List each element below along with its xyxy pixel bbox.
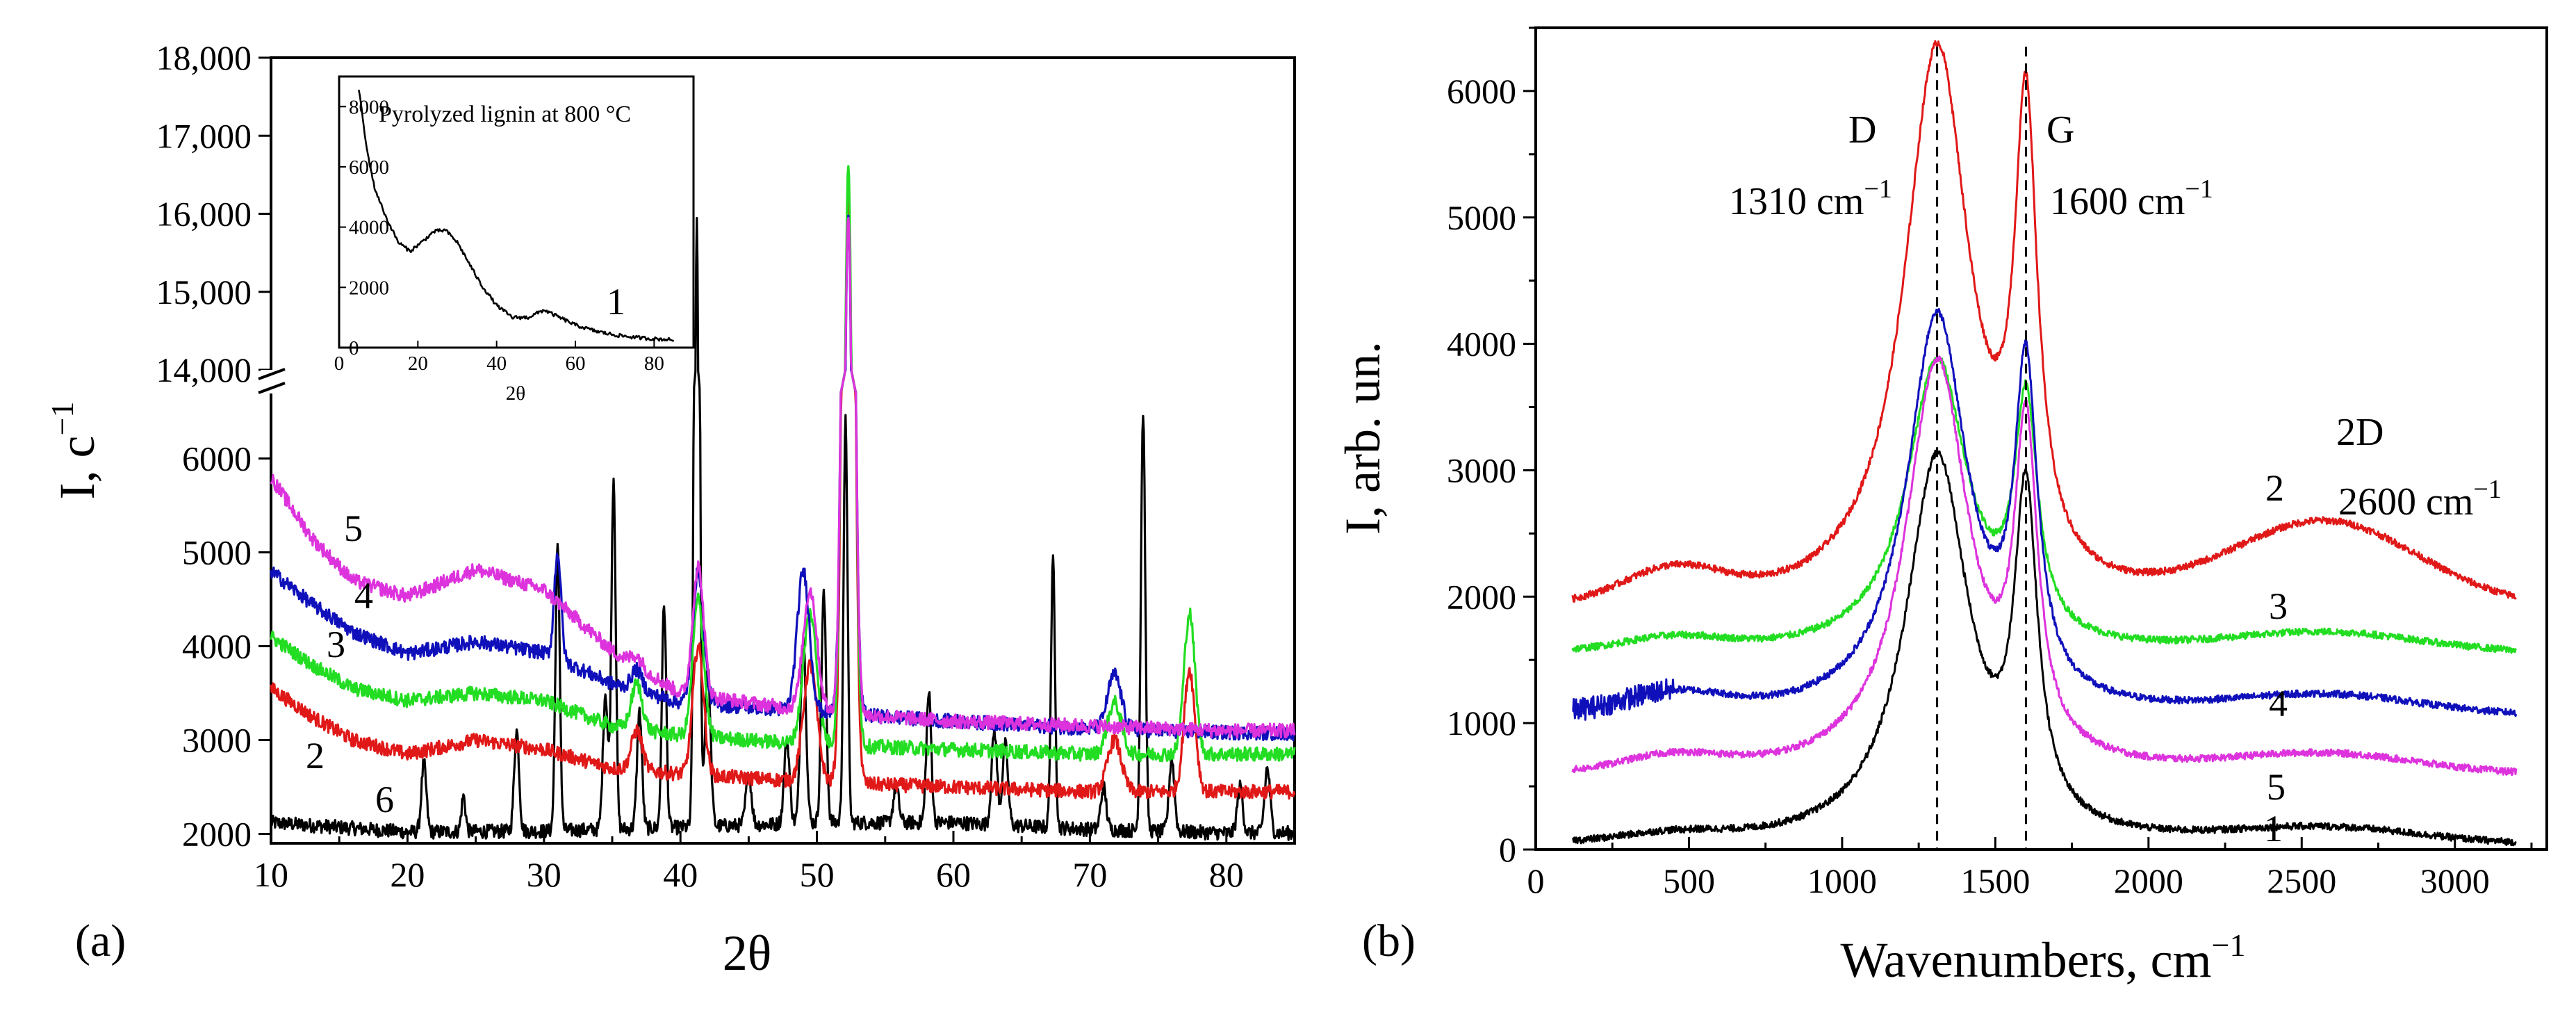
panel-b: 0 500 1000 1500 2000 2500 3000 0 1000 2000 3000 400… [1335, 26, 2548, 988]
panel-a-x-tick-label: 30 [527, 855, 561, 894]
panel-a-y-tick-label: 14,000 [156, 350, 252, 389]
panel-a-curve-label-2: 2 [306, 735, 325, 777]
panel-a-series-6 [270, 217, 1296, 841]
peak-label-2D: 2D [2336, 411, 2384, 454]
panel-b-label: (b) [1362, 916, 1416, 966]
panel-b-x-tick-label: 3000 [2420, 861, 2490, 900]
panel-b-series-5 [1571, 354, 2518, 777]
panel-b-curve-label-2: 2 [2265, 467, 2284, 509]
panel-b-x-tick-label: 2500 [2267, 861, 2336, 900]
panel-a-x-tick-label: 40 [663, 855, 698, 894]
panel-b-annotations: D 1310 cm−1 G 1600 cm−1 2D 2600 cm−1 2 3 4 51 [1729, 47, 2502, 850]
panel-a-x-tick-label: 10 [254, 855, 288, 894]
panel-b-y-tick-label: 2000 [1447, 577, 1516, 616]
panel-a-y-title-sup: −1 [44, 402, 80, 436]
inset-frame [338, 75, 695, 349]
inset-x-title: 2θ [506, 382, 525, 405]
inset-content: 0 20 40 60 80 0 2000 4000 6000 8000 [334, 89, 675, 375]
panel-b-series-2 [1571, 40, 2517, 603]
panel-a-x-tick-label: 20 [390, 855, 425, 894]
panel-b-curve-label-4: 4 [2269, 683, 2288, 724]
panel-b-series-1 [1571, 449, 2517, 847]
panel-a-curve-label-3: 3 [327, 624, 345, 665]
panel-b-y-tick-label: 1000 [1447, 704, 1516, 742]
panel-a-y-tick-label: 18,000 [156, 38, 252, 77]
panel-a-plot-frame [270, 56, 1296, 845]
inset-x-tick-label: 0 [334, 352, 345, 375]
panel-b-curve-label-1: 1 [2264, 808, 2283, 850]
panel-a-y-tick-label: 16,000 [156, 195, 252, 234]
svg-text:I, c−1: I, c−1 [44, 402, 105, 500]
panel-b-y-tick-label: 4000 [1447, 325, 1516, 364]
panel-b-series-group [1571, 40, 2518, 847]
panel-a: 10 20 30 40 50 60 70 802000300040005000600014,0… [44, 38, 1296, 981]
panel-a-x-title: 2θ [723, 925, 772, 981]
panel-a-axes: 10 20 30 40 50 60 70 802000300040005000600014,0… [156, 38, 1296, 894]
inset-y-tick-label: 6000 [349, 156, 389, 179]
axis-break-mark-lower [258, 382, 286, 394]
panel-b-x-tick-label: 500 [1663, 861, 1715, 900]
inset-series-label: 1 [607, 281, 625, 323]
panel-a-y-tick-label: 15,000 [156, 273, 252, 311]
inset-y-tick-label: 2000 [349, 277, 389, 299]
panel-a-x-tick-label: 70 [1072, 855, 1107, 894]
panel-a-label: (a) [75, 916, 126, 966]
panel-a-y-tick-label: 5000 [182, 533, 252, 572]
panel-b-x-tick-label: 0 [1527, 861, 1545, 900]
panel-a-series-5 [270, 216, 1296, 739]
panel-a-series-group [270, 165, 1296, 841]
peak-value-D: 1310 cm−1 [1729, 174, 1892, 223]
panel-a-x-tick-label: 50 [800, 855, 835, 894]
peak-label-G: G [2046, 108, 2074, 152]
panel-a-y-tick-label: 6000 [182, 439, 252, 478]
inset-y-tick-label: 8000 [349, 96, 389, 118]
panel-a-y-tick-label: 3000 [182, 721, 252, 760]
inset-title: Pyrolyzed lignin at 800 °C [379, 102, 631, 127]
panel-b-y-tick-label: 6000 [1447, 72, 1516, 111]
panel-b-axes: 0 500 1000 1500 2000 2500 3000 0 1000 2000 3000 400… [1447, 26, 2533, 900]
inset-x-tick-label: 60 [566, 352, 586, 375]
inset-chart: 0 20 40 60 80 0 2000 4000 6000 8000 Pyrolyzed lig… [334, 75, 695, 405]
inset-x-tick-label: 40 [486, 352, 507, 375]
inset-x-tick-label: 80 [644, 352, 664, 375]
panel-b-series-4 [1572, 308, 2518, 721]
inset-y-tick-label: 0 [349, 337, 359, 359]
panel-a-x-tick-label: 80 [1209, 855, 1244, 894]
peak-label-D: D [1848, 108, 1876, 152]
panel-b-curve-label-5: 5 [2267, 766, 2286, 808]
panel-b-x-tick-label: 2000 [2114, 861, 2183, 900]
inset-series-1 [358, 89, 675, 342]
panel-a-y-tick-label: 2000 [182, 815, 252, 854]
panel-b-y-tick-label: 5000 [1447, 198, 1516, 237]
panel-b-y-tick-label: 3000 [1447, 450, 1516, 489]
panel-b-y-title: I, arb. un. [1335, 341, 1390, 535]
panel-a-series-3 [270, 165, 1296, 763]
panel-a-curve-label-4: 4 [354, 575, 373, 617]
inset-y-tick-label: 4000 [349, 217, 389, 239]
panel-a-y-title: I, c−1 [44, 402, 105, 500]
panel-b-plot-frame [1534, 26, 2548, 851]
axis-break-mark-upper [258, 368, 286, 380]
panel-b-x-title-text: Wavenumbers, cm [1841, 932, 2212, 988]
panel-b-x-tick-label: 1500 [1960, 861, 2030, 900]
panel-a-x-tick-label: 60 [936, 855, 971, 894]
panel-a-series-2 [270, 191, 1296, 800]
panel-b-x-title: Wavenumbers, cm−1 [1841, 927, 2246, 988]
panel-a-y-tick-label: 4000 [182, 627, 252, 666]
panel-b-x-tick-label: 1000 [1807, 861, 1877, 900]
panel-a-curve-label-5: 5 [344, 508, 363, 549]
panel-b-series-3 [1571, 357, 2518, 654]
peak-value-G: 1600 cm−1 [2050, 174, 2213, 223]
panel-a-y-title-text: I, c [49, 436, 105, 500]
panel-a-y-tick-label: 17,000 [156, 116, 252, 155]
panel-b-y-title-text: I, arb. un. [1335, 341, 1390, 535]
panel-b-x-title-sup: −1 [2212, 927, 2246, 963]
panel-b-curve-label-3: 3 [2269, 585, 2288, 627]
panel-a-curve-label-6: 6 [375, 779, 394, 820]
panel-b-y-tick-label: 0 [1499, 830, 1516, 869]
peak-value-2D: 2600 cm−1 [2338, 475, 2502, 523]
inset-x-tick-label: 20 [408, 352, 428, 375]
